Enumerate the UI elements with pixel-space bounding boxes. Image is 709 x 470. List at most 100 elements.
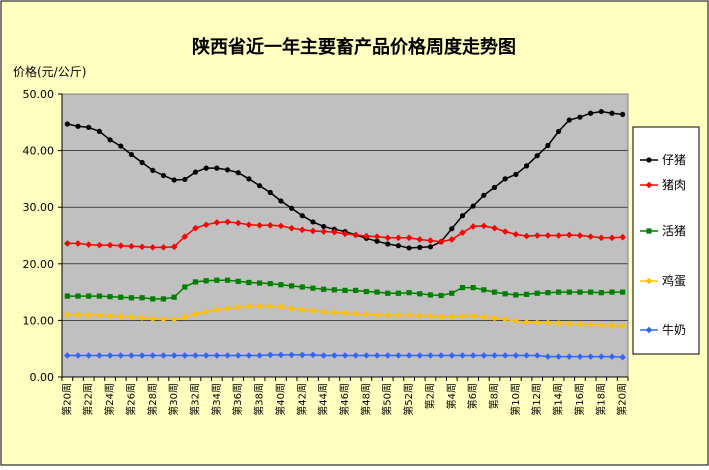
data-point xyxy=(235,278,241,284)
series-牛奶 xyxy=(64,351,626,361)
data-point xyxy=(566,289,572,295)
data-point xyxy=(417,291,423,297)
data-point xyxy=(363,310,370,318)
data-point xyxy=(363,232,370,240)
x-tick-label: 第34周 xyxy=(210,383,223,416)
data-point xyxy=(512,352,520,359)
data-point xyxy=(619,353,626,361)
data-point xyxy=(341,230,349,238)
data-point xyxy=(512,317,520,325)
data-point xyxy=(534,153,540,159)
chart-title: 陕西省近一年主要畜产品价格周度走势图 xyxy=(192,36,516,58)
data-point xyxy=(363,288,369,295)
data-point xyxy=(214,165,220,171)
data-point xyxy=(331,228,338,236)
data-point xyxy=(85,241,92,248)
data-point xyxy=(320,352,327,359)
data-point xyxy=(576,320,584,328)
data-point xyxy=(545,290,551,296)
data-point xyxy=(608,353,616,360)
data-point xyxy=(234,352,242,359)
data-point xyxy=(64,293,70,299)
legend-marker xyxy=(646,228,652,234)
y-tick-label: 50.00 xyxy=(23,88,55,101)
data-point xyxy=(64,352,71,359)
data-point xyxy=(277,303,285,311)
data-point xyxy=(160,172,167,179)
legend-label: 牛奶 xyxy=(662,322,686,337)
data-point xyxy=(363,352,370,359)
data-point xyxy=(331,352,338,359)
data-point xyxy=(608,322,616,329)
data-point xyxy=(182,284,188,290)
data-point xyxy=(202,308,210,316)
data-point xyxy=(448,352,456,359)
data-point xyxy=(160,315,167,323)
data-point xyxy=(619,233,626,241)
data-point xyxy=(341,352,349,359)
data-point xyxy=(523,163,530,169)
data-point xyxy=(74,240,82,247)
x-tick-label: 第6周 xyxy=(466,383,479,409)
data-point xyxy=(437,313,445,320)
x-tick-label: 第38周 xyxy=(253,383,266,416)
data-point xyxy=(234,304,242,311)
data-point xyxy=(160,352,167,359)
legend xyxy=(632,126,700,355)
data-point xyxy=(395,312,402,319)
data-point xyxy=(309,227,317,235)
data-point xyxy=(384,352,392,359)
data-point xyxy=(544,353,552,360)
data-point xyxy=(117,313,125,320)
data-point xyxy=(470,284,476,291)
data-point xyxy=(299,213,305,219)
data-point xyxy=(64,240,71,247)
data-point xyxy=(353,287,359,294)
x-tick-label: 第48周 xyxy=(359,383,372,416)
data-point xyxy=(96,293,102,299)
data-point xyxy=(331,309,338,316)
data-point xyxy=(96,128,102,134)
data-point xyxy=(289,205,295,211)
data-point xyxy=(289,283,295,289)
data-point xyxy=(352,352,359,359)
data-point xyxy=(427,244,434,250)
data-point xyxy=(544,232,552,239)
data-point xyxy=(534,290,540,296)
x-axis-ticks: 第20周 第22周 第24周 第26周 第28周 第30周 第32周 第34周 第36周 第38周… xyxy=(60,377,629,416)
data-point xyxy=(341,309,349,317)
data-point xyxy=(609,289,615,295)
data-point xyxy=(139,295,145,301)
x-tick-label: 第20周 xyxy=(60,383,73,416)
data-point xyxy=(128,151,135,158)
data-point xyxy=(342,287,348,294)
data-point xyxy=(64,311,71,319)
data-point xyxy=(278,198,284,204)
data-point xyxy=(566,117,572,123)
y-tick-label: 20.00 xyxy=(23,258,55,271)
data-point xyxy=(246,279,252,286)
legend-item: 活猪 xyxy=(640,224,686,238)
data-point xyxy=(448,236,456,243)
legend-item: 仔猪 xyxy=(640,153,686,167)
data-point xyxy=(320,308,327,316)
data-point xyxy=(246,176,252,182)
data-point xyxy=(266,222,274,229)
data-point xyxy=(128,313,135,321)
data-point xyxy=(598,290,604,296)
data-point xyxy=(117,352,125,359)
data-point xyxy=(118,294,124,300)
data-point xyxy=(288,351,295,359)
data-point xyxy=(513,171,519,177)
data-point xyxy=(555,353,562,360)
data-point xyxy=(181,313,189,321)
data-point xyxy=(545,142,551,149)
data-point xyxy=(85,352,92,359)
data-point xyxy=(523,352,530,359)
x-tick-label: 第52周 xyxy=(402,383,415,416)
data-point xyxy=(192,279,199,285)
data-point xyxy=(224,305,231,312)
data-point xyxy=(149,352,157,359)
data-point xyxy=(405,234,413,242)
